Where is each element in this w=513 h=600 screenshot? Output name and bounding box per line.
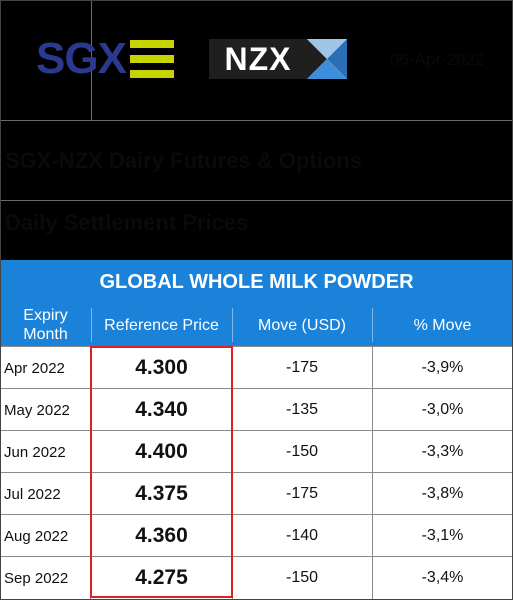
table-row: Jun 2022 4.400 -150 -3,3%	[0, 430, 513, 473]
cell-pct-move: -3,9%	[421, 359, 464, 376]
cell-ref-price: 4.375	[135, 482, 188, 505]
cell-ref-price: 4.400	[135, 440, 188, 463]
logo-row: SGX NZX 06-Apr-2022	[0, 0, 513, 121]
column-header-expiry-line2: Month	[23, 326, 68, 343]
cell-month: Jul 2022	[4, 485, 61, 503]
report-date: 06-Apr-2022	[390, 50, 485, 69]
cell-pct-move: -3,0%	[421, 401, 464, 418]
cell-move: -150	[285, 569, 319, 586]
cell-pct-move: -3,8%	[421, 485, 464, 502]
cell-pct-move: -3,1%	[421, 527, 464, 544]
column-header-move: Move (USD)	[257, 316, 346, 334]
nzx-logo: NZX	[209, 39, 347, 79]
sgx-logo-text: SGX	[36, 34, 127, 83]
cell-ref-price: 4.275	[135, 566, 188, 589]
nzx-mark-icon	[307, 39, 347, 79]
nzx-logo-text: NZX	[209, 39, 307, 79]
table-row: Apr 2022 4.300 -175 -3,9%	[0, 346, 513, 389]
divider	[91, 0, 92, 121]
cell-month: Sep 2022	[4, 569, 69, 587]
cell-pct-move: -3,4%	[421, 569, 464, 586]
cell-ref-price: 4.340	[135, 398, 188, 421]
column-header-ref: Reference Price	[104, 316, 219, 334]
column-header-expiry: Expiry Month	[0, 304, 91, 346]
section-row: Daily Settlement Prices	[0, 201, 513, 245]
cell-month: Jun 2022	[4, 443, 66, 461]
cell-month: Aug 2022	[4, 527, 69, 545]
cell-month: Apr 2022	[4, 359, 65, 377]
cell-ref-price: 4.300	[135, 356, 188, 379]
subtitle-row: SGX-NZX Dairy Futures & Options	[0, 121, 513, 201]
cell-ref-price: 4.360	[135, 524, 188, 547]
cell-move: -175	[285, 485, 319, 502]
sgx-bars-icon	[129, 40, 174, 78]
cell-pct-move: -3,3%	[421, 443, 464, 460]
report-subtitle: SGX-NZX Dairy Futures & Options	[5, 148, 362, 173]
table-row: Jul 2022 4.375 -175 -3,8%	[0, 472, 513, 515]
divider	[91, 308, 92, 342]
cell-move: -140	[285, 527, 319, 544]
table-title: GLOBAL WHOLE MILK POWDER	[0, 260, 513, 304]
cell-month: May 2022	[4, 401, 70, 419]
sgx-logo: SGX	[36, 34, 174, 83]
cell-move: -150	[285, 443, 319, 460]
table-row: Aug 2022 4.360 -140 -3,1%	[0, 514, 513, 557]
column-header-expiry-line1: Expiry	[23, 307, 68, 324]
table-header: Expiry Month Reference Price Move (USD) …	[0, 304, 513, 346]
divider	[372, 308, 373, 342]
divider	[232, 308, 233, 342]
cell-move: -175	[285, 359, 319, 376]
column-header-pct: % Move	[413, 316, 472, 334]
section-title: Daily Settlement Prices	[5, 210, 249, 235]
table-row: May 2022 4.340 -135 -3,0%	[0, 388, 513, 431]
table-row: Sep 2022 4.275 -150 -3,4%	[0, 556, 513, 599]
cell-move: -135	[285, 401, 319, 418]
price-table: GLOBAL WHOLE MILK POWDER Expiry Month Re…	[0, 260, 513, 600]
